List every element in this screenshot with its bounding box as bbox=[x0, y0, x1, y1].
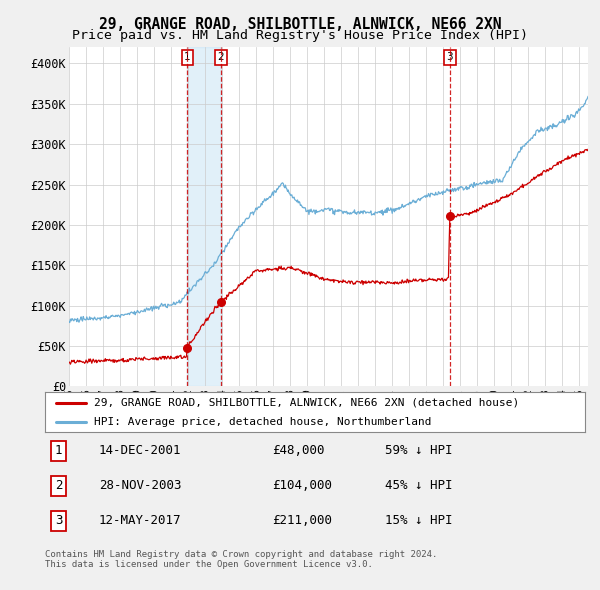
Text: 3: 3 bbox=[446, 53, 453, 63]
Text: 3: 3 bbox=[55, 514, 62, 527]
Text: HPI: Average price, detached house, Northumberland: HPI: Average price, detached house, Nort… bbox=[94, 417, 431, 427]
Text: Contains HM Land Registry data © Crown copyright and database right 2024.
This d: Contains HM Land Registry data © Crown c… bbox=[45, 550, 437, 569]
Text: 2: 2 bbox=[55, 479, 62, 492]
Text: 2: 2 bbox=[217, 53, 224, 63]
Text: 29, GRANGE ROAD, SHILBOTTLE, ALNWICK, NE66 2XN: 29, GRANGE ROAD, SHILBOTTLE, ALNWICK, NE… bbox=[99, 17, 501, 31]
Text: 1: 1 bbox=[55, 444, 62, 457]
Text: 14-DEC-2001: 14-DEC-2001 bbox=[99, 444, 182, 457]
Text: 59% ↓ HPI: 59% ↓ HPI bbox=[385, 444, 453, 457]
Text: 15% ↓ HPI: 15% ↓ HPI bbox=[385, 514, 453, 527]
Bar bbox=[187, 47, 221, 386]
Text: 45% ↓ HPI: 45% ↓ HPI bbox=[385, 479, 453, 492]
Text: 28-NOV-2003: 28-NOV-2003 bbox=[99, 479, 182, 492]
Text: 12-MAY-2017: 12-MAY-2017 bbox=[99, 514, 182, 527]
Text: £48,000: £48,000 bbox=[272, 444, 324, 457]
Text: 1: 1 bbox=[184, 53, 191, 63]
Text: £104,000: £104,000 bbox=[272, 479, 332, 492]
Text: Price paid vs. HM Land Registry's House Price Index (HPI): Price paid vs. HM Land Registry's House … bbox=[72, 30, 528, 42]
Text: 29, GRANGE ROAD, SHILBOTTLE, ALNWICK, NE66 2XN (detached house): 29, GRANGE ROAD, SHILBOTTLE, ALNWICK, NE… bbox=[94, 398, 519, 408]
Text: £211,000: £211,000 bbox=[272, 514, 332, 527]
